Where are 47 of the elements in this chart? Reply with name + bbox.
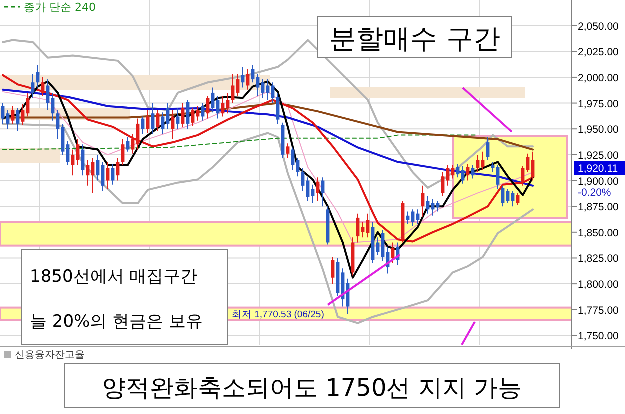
candlestick	[256, 74, 260, 97]
candlestick	[266, 79, 270, 101]
y-tick-label: 1,925.00	[578, 150, 620, 162]
candlestick	[41, 76, 45, 97]
y-tick-label: 1,975.00	[578, 98, 620, 110]
annotation: 1850선에서 매집구간	[30, 267, 198, 287]
y-tick-label: 1,875.00	[578, 202, 620, 214]
text: 1,920.11	[578, 163, 618, 175]
candlestick	[476, 154, 480, 173]
candlestick	[461, 166, 465, 184]
y-tick-label: 1,775.00	[578, 304, 620, 317]
annotation: 최저 1,770.53 (06/25)	[232, 309, 324, 320]
candlestick	[376, 237, 380, 256]
candlestick	[261, 79, 265, 99]
candlestick	[516, 192, 520, 206]
candlestick	[71, 149, 75, 176]
candlestick	[311, 184, 315, 204]
candlestick	[11, 106, 15, 124]
candlestick	[126, 136, 130, 152]
candlestick	[511, 190, 515, 208]
y-tick-label: 1,950.00	[578, 124, 620, 136]
annotation: 분할매수 구간	[330, 24, 500, 55]
candlestick	[226, 92, 230, 114]
y-tick-label: 1,750.00	[578, 330, 620, 343]
y-tick-label: 1,825.00	[578, 253, 620, 266]
candlestick	[286, 143, 290, 159]
candlestick	[6, 110, 10, 130]
candlestick	[176, 108, 180, 130]
candlestick	[131, 134, 135, 154]
y-tick-label: 1,900.00	[578, 176, 620, 188]
candlestick	[31, 74, 35, 99]
y-tick-label: 1,850.00	[578, 227, 620, 240]
y-tick-label: 2,025.00	[578, 46, 620, 59]
text: -0.20%	[578, 187, 612, 199]
line-series	[2, 134, 478, 150]
annotation: 늘 20%의 현금은 보유	[30, 312, 203, 332]
text: 양적완화축소되어도 1750선 지지 가능	[102, 374, 522, 402]
y-tick-label: 1,800.00	[578, 279, 620, 292]
candlestick	[46, 79, 50, 112]
candlestick	[251, 64, 255, 84]
candlestick	[481, 151, 485, 171]
text: 신용융자잔고율	[15, 350, 85, 361]
y-tick-label: 2,050.00	[578, 20, 620, 33]
legend-label: 종가 단순 240	[24, 1, 96, 14]
candlestick	[361, 222, 365, 238]
candlestick	[506, 188, 510, 204]
y-tick-label: 2,000.00	[578, 72, 620, 84]
